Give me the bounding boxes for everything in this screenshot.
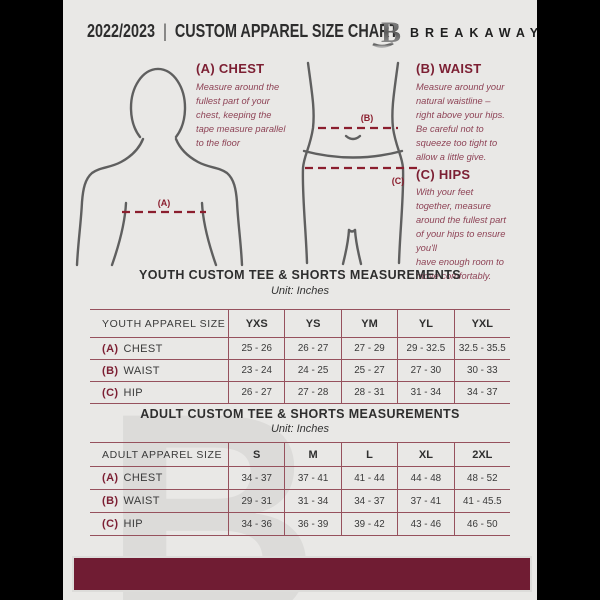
row-label: HIP (123, 518, 144, 530)
table-cell: 39 - 42 (340, 513, 398, 536)
adult-header-2xl: 2XL (453, 443, 510, 467)
chest-heading: (A) CHEST (196, 61, 265, 76)
youth-table-title: YOUTH CUSTOM TEE & SHORTS MEASUREMENTS (139, 268, 461, 282)
row-key: (B) (102, 495, 119, 507)
table-cell: 31 - 34 (284, 490, 341, 513)
table-cell: 46 - 50 (453, 513, 510, 536)
youth-chest-row-label: (A) CHEST (90, 338, 228, 360)
table-cell: 34 - 37 (228, 467, 285, 490)
youth-header-yxs: YXS (228, 310, 285, 338)
upper-body-figure: (A) (75, 67, 244, 267)
hips-heading: (C) HIPS (416, 167, 471, 182)
breakaway-logo-icon: B (371, 16, 401, 49)
adult-hip-row-label: (C) HIP (90, 513, 228, 536)
youth-hip-row-label: (C) HIP (90, 382, 228, 404)
table-cell: 30 - 33 (453, 360, 510, 382)
table-cell: 25 - 27 (340, 360, 398, 382)
waist-description: Measure around your natural waistline – … (416, 82, 505, 162)
adult-table-unit: Unit: Inches (270, 423, 330, 435)
adult-waist-row-label: (B) WAIST (90, 490, 228, 513)
table-cell: 34 - 37 (340, 490, 398, 513)
hips-description: With your feet together, measure around … (416, 187, 506, 281)
table-cell: 27 - 29 (340, 338, 398, 360)
chest-description: Measure around the fullest part of your … (196, 82, 286, 148)
adult-size-table: ADULT APPAREL SIZE S M L XL 2XL (A) CHEST… (90, 442, 510, 536)
adult-header-xl: XL (397, 443, 454, 467)
lower-body-figure: (B) (C) (301, 61, 418, 266)
row-label: WAIST (123, 495, 160, 507)
row-label: WAIST (123, 364, 160, 377)
adult-header-l: L (340, 443, 398, 467)
youth-waist-row-label: (B) WAIST (90, 360, 228, 382)
title-separator: | (163, 21, 167, 41)
table-cell: 28 - 31 (340, 382, 398, 404)
row-label: HIP (123, 386, 144, 399)
adult-chest-row-label: (A) CHEST (90, 467, 228, 490)
footer-accent-bar (72, 556, 532, 592)
table-cell: 24 - 25 (284, 360, 341, 382)
chest-line-label: (A) (158, 198, 171, 208)
table-cell: 32.5 - 35.5 (453, 338, 510, 360)
hips-line-label: (C) (392, 176, 405, 186)
adult-header-s: S (228, 443, 285, 467)
table-cell: 43 - 46 (397, 513, 454, 536)
table-cell: 34 - 37 (453, 382, 510, 404)
row-key: (A) (102, 342, 119, 355)
table-cell: 27 - 28 (284, 382, 341, 404)
waist-heading: (B) WAIST (416, 61, 482, 76)
table-cell: 41 - 44 (340, 467, 398, 490)
row-label: CHEST (123, 472, 163, 484)
page-title: 2022/2023 | CUSTOM APPAREL SIZE CHART (87, 21, 398, 42)
row-key: (B) (102, 364, 119, 377)
row-label: CHEST (123, 342, 163, 355)
adult-header-label: ADULT APPAREL SIZE (90, 443, 228, 467)
table-cell: 48 - 52 (453, 467, 510, 490)
table-cell: 25 - 26 (228, 338, 285, 360)
youth-header-ys: YS (284, 310, 341, 338)
body-measurement-diagram: (A) (B) (C) (75, 61, 418, 267)
table-cell: 27 - 30 (397, 360, 454, 382)
youth-header-yl: YL (397, 310, 454, 338)
table-cell: 29 - 31 (228, 490, 285, 513)
table-cell: 36 - 39 (284, 513, 341, 536)
size-chart-page: B 2022/2023 | CUSTOM APPAREL SIZE CHART B … (63, 0, 537, 600)
table-cell: 26 - 27 (228, 382, 285, 404)
table-cell: 34 - 36 (228, 513, 285, 536)
brand-name: BREAKAWAY (410, 26, 537, 40)
youth-header-label: YOUTH APPAREL SIZE (90, 310, 228, 338)
adult-header-m: M (284, 443, 341, 467)
table-cell: 26 - 27 (284, 338, 341, 360)
waist-line-label: (B) (361, 113, 374, 123)
title-year: 2022/2023 (87, 21, 156, 41)
title-text: CUSTOM APPAREL SIZE CHART (174, 21, 399, 41)
table-cell: 31 - 34 (397, 382, 454, 404)
youth-header-yxl: YXL (453, 310, 510, 338)
youth-size-table: YOUTH APPAREL SIZE YXS YS YM YL YXL (A) C… (90, 309, 510, 404)
youth-table-unit: Unit: Inches (270, 285, 330, 297)
table-cell: 23 - 24 (228, 360, 285, 382)
row-key: (C) (102, 518, 119, 530)
table-cell: 37 - 41 (284, 467, 341, 490)
table-cell: 37 - 41 (397, 490, 454, 513)
row-key: (A) (102, 472, 119, 484)
table-cell: 29 - 32.5 (397, 338, 454, 360)
row-key: (C) (102, 386, 119, 399)
table-cell: 44 - 48 (397, 467, 454, 490)
adult-table-title: ADULT CUSTOM TEE & SHORTS MEASUREMENTS (140, 407, 460, 421)
youth-header-ym: YM (340, 310, 398, 338)
svg-text:B: B (381, 16, 401, 49)
table-cell: 41 - 45.5 (453, 490, 510, 513)
page-header: 2022/2023 | CUSTOM APPAREL SIZE CHART B BR… (63, 16, 537, 49)
